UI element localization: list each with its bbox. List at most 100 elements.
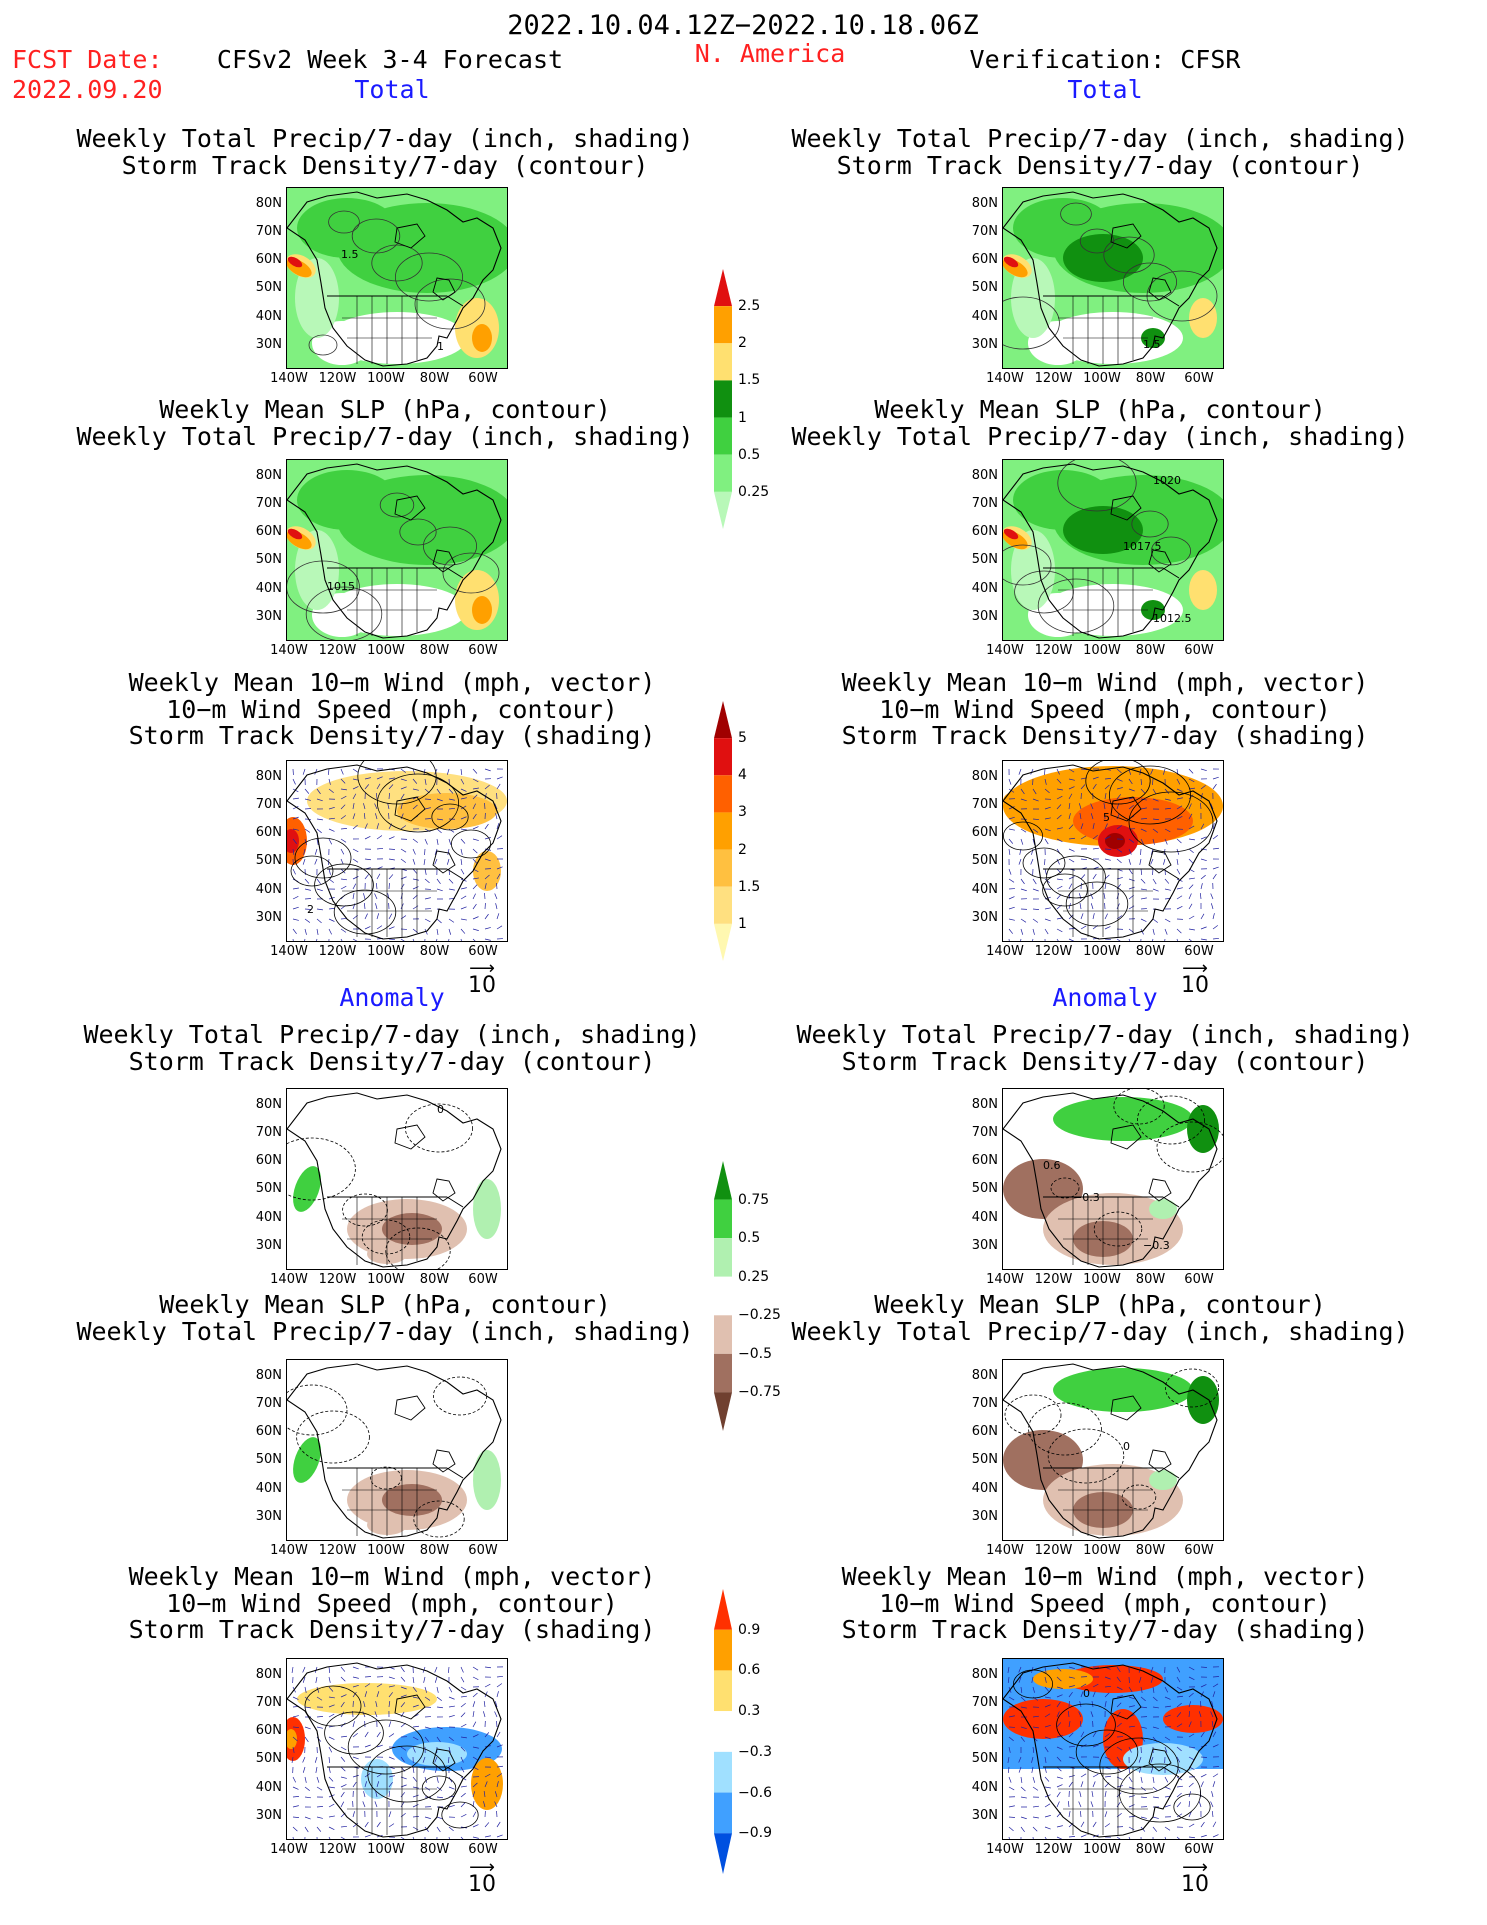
- panel-title-obs-slp: Weekly Mean SLP (hPa, contour) Weekly To…: [791, 395, 1408, 450]
- map-anom-fcst-slp: [286, 1359, 508, 1541]
- colorbar-label: −0.25: [738, 1307, 781, 1324]
- lat-tick-label: 60N: [255, 1723, 282, 1739]
- map-plot: [287, 1662, 504, 1839]
- contour-label: 0: [437, 1103, 444, 1116]
- colorbar-swatch: [714, 1276, 732, 1316]
- lat-tick-label: 30N: [255, 1508, 282, 1524]
- colorbar-swatch: [714, 454, 732, 492]
- lat-tick-label: 60N: [971, 1153, 998, 1169]
- colorbar-swatch: [714, 812, 732, 850]
- colorbar-swatch: [714, 1670, 732, 1712]
- lat-tick-label: 70N: [255, 1125, 282, 1141]
- lon-tick-label: 140W: [270, 1842, 308, 1857]
- lon-tick-label: 60W: [468, 944, 498, 959]
- title-line: Weekly Total Precip/7-day (inch, shading…: [76, 124, 694, 153]
- vector-reference-value: 10: [1181, 1872, 1209, 1897]
- title-line: Storm Track Density/7-day (shading): [841, 1615, 1369, 1644]
- vector-arrow-icon: ⟶: [1182, 1857, 1208, 1878]
- colorbar-precip-anom: [714, 1161, 732, 1431]
- lon-tick-label: 60W: [468, 1543, 498, 1558]
- title-line: Storm Track Density/7-day (shading): [841, 721, 1369, 750]
- map-plot: 1.51: [287, 188, 507, 368]
- lon-tick-label: 60W: [1184, 944, 1214, 959]
- map-fcst-precip-storm: 1.5 1: [286, 187, 508, 369]
- map-anom-obs-wind: 0: [1002, 1658, 1224, 1840]
- colorbar-label: 1.5: [738, 878, 761, 895]
- colorbar-label: 0.3: [738, 1703, 761, 1720]
- map-anom-fcst-precip: 0: [286, 1088, 508, 1270]
- lat-tick-label: 60N: [971, 1424, 998, 1440]
- title-line: Weekly Mean SLP (hPa, contour): [874, 395, 1326, 424]
- colorbar-label: −0.75: [738, 1384, 781, 1401]
- period-title: 2022.10.04.12Z−2022.10.18.06Z: [507, 10, 979, 41]
- lon-tick-label: 100W: [367, 944, 405, 959]
- lon-tick-label: 140W: [986, 1842, 1024, 1857]
- lat-tick-label: 30N: [255, 336, 282, 352]
- lon-tick-label: 100W: [1083, 944, 1121, 959]
- lon-tick-label: 60W: [1184, 643, 1214, 658]
- fcst-date-label: FCST Date:: [12, 45, 163, 74]
- lat-tick-label: 40N: [255, 580, 282, 596]
- colorbar-swatch: [714, 923, 732, 961]
- lat-tick-label: 30N: [971, 608, 998, 624]
- lat-tick-label: 80N: [255, 196, 282, 211]
- lon-tick-label: 60W: [1184, 1842, 1214, 1857]
- title-line: Storm Track Density/7-day (shading): [128, 1615, 656, 1644]
- colorbar-swatch: [714, 343, 732, 381]
- lon-tick-label: 140W: [986, 643, 1024, 658]
- title-line: Storm Track Density/7-day (contour): [841, 1046, 1369, 1076]
- colorbar-label: 5: [738, 730, 747, 747]
- lat-tick-label: 30N: [971, 336, 998, 352]
- title-line: 10−m Wind Speed (mph, contour): [879, 694, 1331, 724]
- map-plot: 0.6 −0.3 −0.3: [1003, 1089, 1223, 1268]
- lat-tick-label: 50N: [971, 1751, 998, 1767]
- colorbar-swatch: [714, 417, 732, 455]
- panel-title-anom-fcst-slp: Weekly Mean SLP (hPa, contour) Weekly To…: [76, 1290, 693, 1345]
- lat-tick-label: 60N: [971, 252, 998, 268]
- lat-tick-label: 30N: [255, 909, 282, 925]
- colorbar-swatch: [714, 1833, 732, 1874]
- colorbar-swatch: [714, 701, 732, 739]
- contour-label: 1: [437, 340, 444, 353]
- panel-title-fcst-slp: Weekly Mean SLP (hPa, contour) Weekly To…: [76, 396, 693, 450]
- colorbar-label: −0.5: [738, 1345, 772, 1362]
- title-line: Weekly Mean SLP (hPa, contour): [159, 1290, 611, 1319]
- lon-tick-label: 120W: [318, 643, 357, 658]
- map-plot: [287, 1363, 502, 1539]
- panel-title-anom-obs-slp: Weekly Mean SLP (hPa, contour) Weekly To…: [791, 1291, 1408, 1345]
- title-line: Weekly Mean 10−m Wind (mph, vector): [841, 668, 1369, 697]
- contour-label: 0.6: [1043, 1159, 1061, 1172]
- verification-title: Verification: CFSR: [969, 45, 1241, 74]
- colorbar-swatch: [714, 1238, 732, 1277]
- contour-label: 1020: [1153, 474, 1181, 487]
- lat-tick-label: 30N: [255, 608, 282, 624]
- vector-reference: ⟶ 10: [1181, 960, 1209, 997]
- lon-tick-label: 80W: [419, 1272, 450, 1287]
- colorbar-label: 0.6: [738, 1662, 761, 1679]
- lat-tick-label: 80N: [971, 468, 998, 483]
- lat-tick-label: 70N: [971, 1125, 998, 1141]
- title-line: Weekly Mean 10−m Wind (mph, vector): [128, 668, 656, 697]
- contour-label: 5: [1103, 811, 1110, 824]
- colorbar-swatch: [714, 1589, 732, 1630]
- map-anom-obs-slp: 0: [1002, 1359, 1224, 1541]
- vector-reference: ⟶ 10: [468, 1859, 496, 1896]
- map-fcst-slp: 1015: [286, 459, 508, 641]
- contour-label: −0.3: [1143, 1239, 1170, 1252]
- lat-tick-label: 30N: [971, 909, 998, 925]
- panel-title-anom-obs-wind: Weekly Mean 10−m Wind (mph, vector) 10−m…: [841, 1562, 1369, 1644]
- lon-tick-label: 80W: [419, 371, 450, 386]
- colorbar-swatch: [714, 269, 732, 307]
- contour-label: 1015: [327, 580, 355, 593]
- lon-tick-label: 140W: [986, 1543, 1024, 1558]
- lon-tick-label: 80W: [1135, 944, 1166, 959]
- lon-tick-label: 80W: [1135, 371, 1166, 386]
- map-plot: 1015: [287, 460, 507, 640]
- colorbar-swatch: [714, 886, 732, 924]
- map-plot: 1.5: [1003, 188, 1223, 368]
- lat-tick-label: 60N: [971, 825, 998, 841]
- title-line: Weekly Mean 10−m Wind (mph, vector): [841, 1562, 1369, 1591]
- colorbar-label: −0.3: [738, 1743, 772, 1760]
- lat-tick-label: 80N: [255, 1368, 282, 1383]
- vector-reference: ⟶ 10: [1181, 1857, 1209, 1897]
